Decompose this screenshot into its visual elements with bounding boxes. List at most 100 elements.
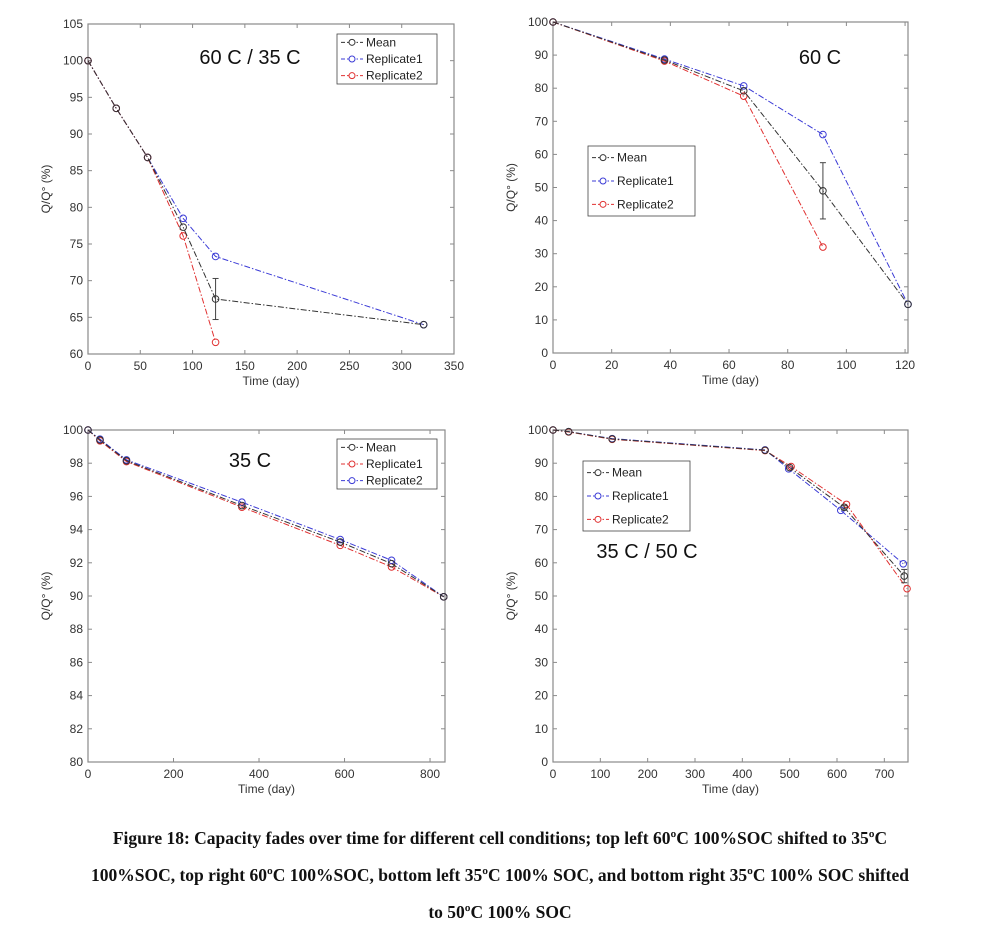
data-point-mean (84, 426, 92, 434)
data-point-replicate1 (211, 252, 220, 261)
x-tick-label: 800 (420, 767, 440, 781)
data-point-mean (660, 56, 669, 64)
legend-entry: Replicate2 (366, 69, 423, 83)
y-tick-label: 40 (535, 214, 549, 228)
legend-entry: Mean (612, 466, 642, 480)
x-tick-label: 400 (732, 767, 752, 781)
legend-entry: Replicate1 (366, 457, 423, 471)
y-tick-label: 86 (70, 655, 84, 669)
x-tick-label: 350 (444, 359, 464, 373)
chart-panel-bottom-right: 0 100 200 300 400 500 600 700 0 10 20 30 40 50 60 70 80 9… (504, 423, 911, 796)
x-tick-label: 250 (339, 359, 359, 373)
data-point-replicate2 (179, 232, 187, 240)
legend-entry: Replicate1 (366, 52, 423, 66)
data-point-replicate1 (179, 214, 187, 223)
data-point-replicate2 (739, 92, 748, 100)
y-tick-label: 100 (63, 54, 83, 68)
y-tick-label: 70 (535, 523, 549, 537)
series-line-replicate2 (87, 429, 445, 598)
series-line-mean (87, 429, 444, 598)
data-point-mean (785, 463, 794, 472)
legend-entry: Replicate1 (612, 489, 669, 503)
x-tick-label: 400 (249, 767, 269, 781)
figure-panels: 0 50 100 150 200 250 300 3506065707580859095100… (39, 15, 915, 796)
y-tick-label: 75 (70, 237, 84, 251)
y-tick-label: 0 (541, 755, 548, 769)
y-tick-label: 60 (70, 347, 84, 361)
data-point-replicate1 (739, 82, 748, 90)
panel-title: 60 C (799, 47, 841, 69)
data-point-mean (549, 18, 557, 26)
y-tick-label: 20 (535, 689, 549, 703)
x-tick-label: 300 (392, 359, 412, 373)
x-tick-label: 0 (85, 767, 92, 781)
series-line-mean (87, 60, 424, 326)
y-tick-label: 60 (535, 556, 549, 570)
y-tick-label: 70 (535, 114, 549, 128)
y-tick-label: 80 (70, 755, 84, 769)
y-tick-label: 30 (535, 247, 549, 261)
panel-title: 35 C (229, 450, 271, 472)
y-tick-label: 65 (70, 310, 84, 324)
panel-title: 60 C / 35 C (199, 47, 300, 69)
data-point-mean (840, 503, 848, 512)
data-point-mean (439, 593, 448, 601)
legend-marker-replicate2 (594, 515, 602, 523)
legend-marker-replicate1 (348, 55, 356, 63)
legend: Mean Replicate1 Replicate2 (587, 145, 696, 217)
legend-entry: Mean (366, 35, 396, 49)
y-tick-label: 80 (70, 200, 84, 214)
x-tick-label: 700 (874, 767, 894, 781)
data-point-mean (179, 223, 187, 231)
x-tick-label: 150 (235, 359, 255, 373)
legend-marker-replicate2 (348, 72, 356, 80)
x-tick-label: 50 (134, 359, 148, 373)
y-tick-label: 80 (535, 81, 549, 95)
legend-marker-replicate2 (348, 477, 356, 485)
legend-entry: Replicate2 (612, 512, 669, 526)
y-axis-label: Q/Q° (%) (39, 165, 53, 214)
legend-marker-replicate2 (599, 200, 607, 208)
chart-panel-top-left: 0 50 100 150 200 250 300 350 60 65 70 75 80 85 90 95 100… (39, 17, 464, 388)
data-point-mean (904, 300, 912, 309)
data-point-replicate2 (903, 584, 911, 593)
x-tick-label: 60 (722, 358, 736, 372)
data-point-mean (564, 427, 573, 436)
data-point-mean (96, 436, 104, 444)
data-point-replicate2 (211, 338, 220, 347)
data-point-mean (143, 153, 152, 162)
data-point-mean (122, 456, 131, 465)
y-axis-label: Q/Q° (%) (504, 572, 518, 621)
x-tick-label: 100 (590, 767, 610, 781)
data-point-replicate1 (819, 130, 827, 139)
y-tick-label: 100 (528, 423, 548, 437)
x-tick-label: 80 (781, 358, 795, 372)
data-point-mean (211, 295, 220, 303)
y-tick-label: 100 (528, 15, 548, 29)
data-point-mean (419, 320, 428, 329)
x-tick-label: 600 (335, 767, 355, 781)
x-tick-label: 100 (183, 359, 203, 373)
caption-line-3: to 50ºC 100% SOC (428, 902, 572, 922)
x-tick-label: 200 (287, 359, 307, 373)
y-tick-label: 80 (535, 489, 549, 503)
y-tick-label: 90 (535, 48, 549, 62)
y-tick-label: 90 (70, 589, 84, 603)
y-tick-label: 90 (535, 456, 549, 470)
legend: Mean Replicate1 Replicate2 (336, 438, 438, 490)
data-point-mean (549, 426, 557, 434)
data-point-mean (819, 187, 827, 195)
y-tick-label: 88 (70, 622, 84, 636)
x-tick-label: 120 (895, 358, 915, 372)
x-axis-label: Time (day) (238, 782, 295, 796)
y-tick-label: 50 (535, 589, 549, 603)
caption-line-1: Figure 18: Capacity fades over time for … (112, 828, 888, 848)
y-tick-label: 50 (535, 181, 549, 195)
legend-entry: Mean (366, 440, 396, 454)
x-axis-label: Time (day) (702, 373, 759, 387)
legend-entry: Replicate2 (366, 474, 423, 488)
legend-marker-mean (348, 443, 356, 451)
y-tick-label: 90 (70, 127, 84, 141)
legend-marker-replicate1 (594, 492, 602, 500)
y-tick-label: 0 (541, 346, 548, 360)
